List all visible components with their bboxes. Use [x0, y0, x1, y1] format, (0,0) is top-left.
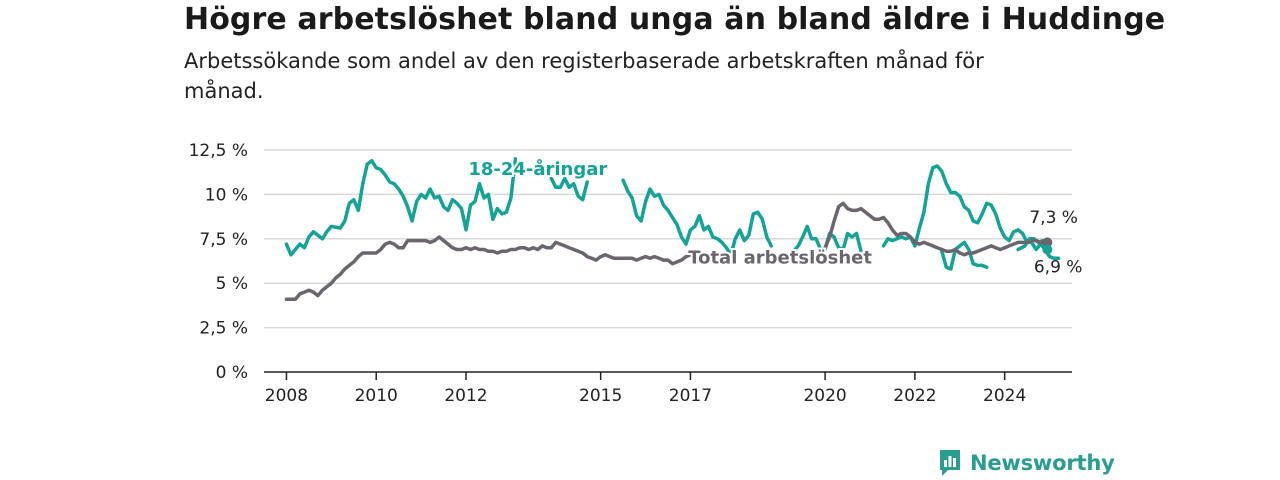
youth-end-marker: [1042, 244, 1053, 255]
y-tick-label: 12,5 %: [189, 141, 248, 161]
youth-end-label: 6,9 %: [1034, 258, 1083, 278]
youth-series-line: [621, 178, 773, 257]
total-end-marker: [1042, 237, 1053, 248]
gridlines: [264, 149, 1072, 329]
y-axis-ticks: 0 % 2,5 % 5 % 7,5 % 10 % 12,5 %: [189, 141, 248, 383]
y-tick-label: 10 %: [205, 185, 248, 205]
x-axis: 2008 2010 2012 2015 2017 2020 2022 2024: [264, 371, 1072, 406]
youth-series-line: [940, 240, 989, 271]
x-tick-label: 2020: [803, 386, 846, 406]
chart-subtitle: Arbetssökande som andel av den registerb…: [184, 49, 984, 103]
total-series-label: Total arbetslöshet: [688, 248, 872, 269]
total-series-line: [823, 201, 1047, 257]
x-tick-label: 2024: [983, 386, 1026, 406]
x-tick-label: 2017: [669, 386, 712, 406]
x-tick-label: 2012: [444, 386, 487, 406]
total-end-label: 7,3 %: [1029, 208, 1078, 228]
total-series-line: [284, 235, 693, 301]
x-tick-label: 2008: [265, 386, 308, 406]
youth-series-line: [284, 157, 518, 257]
brand-name: Newsworthy: [970, 451, 1115, 475]
newsworthy-icon: [940, 450, 960, 476]
x-tick-label: 2022: [893, 386, 936, 406]
newsworthy-logo: Newsworthy: [938, 448, 1115, 478]
youth-series-label: 18-24-åringar: [468, 158, 607, 180]
x-tick-label: 2010: [355, 386, 398, 406]
x-tick-label: 2015: [579, 386, 622, 406]
y-tick-label: 0 %: [216, 363, 248, 383]
youth-series-line: [549, 176, 589, 202]
chart-title: Högre arbetslöshet bland unga än bland ä…: [184, 2, 1166, 37]
series-lines: [284, 157, 1061, 301]
series-labels: 18-24-åringar Total arbetslöshet 7,3 % 6,9 …: [466, 156, 1083, 278]
y-tick-label: 7,5 %: [199, 230, 248, 250]
y-tick-label: 2,5 %: [199, 319, 248, 339]
y-tick-label: 5 %: [216, 274, 248, 294]
